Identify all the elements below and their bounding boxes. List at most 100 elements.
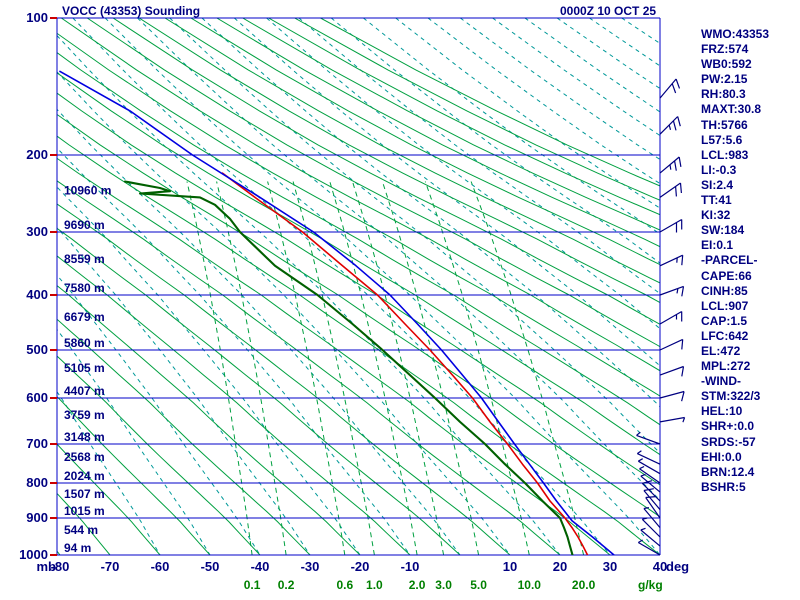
temp-tick-label: -30 [301, 559, 320, 574]
pressure-tick-label: 800 [26, 475, 48, 490]
wind-barb [638, 539, 661, 556]
index-line-15: -PARCEL- [701, 253, 758, 268]
wind-barb [659, 182, 682, 198]
pressure-tick-label: 300 [26, 224, 48, 239]
height-label: 4407 m [64, 384, 105, 398]
temp-tick-label: -10 [401, 559, 420, 574]
height-label: 1507 m [64, 487, 105, 501]
height-labels: 10960 m 9690 m 8559 m 7580 m 6679 m 5860 m 510… [64, 183, 111, 555]
index-line-0: WMO:43353 [701, 27, 770, 41]
chart-title: VOCC (43353) Sounding [62, 4, 201, 18]
wind-barb [659, 254, 684, 267]
pressure-tick-label: 400 [26, 287, 48, 302]
height-label: 3759 m [64, 408, 105, 422]
wind-barb [645, 496, 661, 519]
wind-barb [659, 78, 681, 99]
wind-barb [643, 507, 661, 528]
index-line-28: EHI:0.0 [701, 449, 742, 464]
index-line-24: STM:322/3 [701, 389, 761, 404]
pressure-tick-label: 1000 [19, 547, 48, 562]
mixing-unit-label: g/kg [638, 578, 663, 592]
height-label: 3148 m [64, 430, 105, 444]
height-label: 9690 m [64, 218, 105, 232]
index-line-10: SI:2.4 [701, 177, 734, 192]
temp-unit-label: deg [666, 559, 689, 574]
index-line-8: LCL:983 [701, 147, 749, 162]
pressure-red-ticks [50, 17, 57, 556]
wind-barb [636, 431, 661, 445]
pressure-tick-label: 500 [26, 342, 48, 357]
height-label: 7580 m [64, 281, 105, 295]
temperature-trace [221, 172, 589, 555]
index-line-5: MAXT:30.8 [701, 102, 762, 117]
height-label: 5105 m [64, 361, 105, 375]
index-line-9: LI:-0.3 [701, 162, 737, 177]
temp-tick-label: -50 [201, 559, 220, 574]
temp-tick-label: -60 [151, 559, 170, 574]
index-line-14: EI:0.1 [701, 238, 734, 253]
index-line-18: LCL:907 [701, 298, 749, 313]
index-line-23: -WIND- [701, 374, 741, 389]
temp-tick-label: -70 [101, 559, 120, 574]
index-line-16: CAPE:66 [701, 268, 752, 283]
pressure-grid [56, 17, 661, 556]
mixing-ratio-label: 0.2 [278, 578, 295, 592]
index-line-17: CINH:85 [701, 283, 748, 298]
index-line-22: MPL:272 [701, 359, 751, 374]
wind-barb [641, 517, 661, 538]
index-line-13: SW:184 [701, 223, 745, 238]
wind-barb [659, 116, 681, 135]
height-label: 544 m [64, 523, 98, 537]
mixing-ratio-label: 0.1 [244, 578, 261, 592]
index-line-19: CAP:1.5 [701, 313, 748, 328]
temp-tick-label: 20 [553, 559, 567, 574]
wind-barb [659, 310, 683, 325]
index-line-3: PW:2.15 [701, 72, 748, 87]
dewpoint-trace [123, 180, 574, 555]
parcel-trace [59, 70, 615, 555]
wind-barb [659, 218, 683, 233]
mixing-ratio-labels: 0.1 0.2 0.6 1.0 2.0 3.0 5.0 10.0 20.0 g/kg [244, 578, 663, 592]
mixing-ratio-label: 2.0 [409, 578, 426, 592]
wind-barb [659, 365, 685, 377]
dry-adiabat-lines [57, 18, 660, 555]
index-line-4: RH:80.3 [701, 87, 746, 102]
temp-tick-label: -80 [51, 559, 70, 574]
index-line-26: SHR+:0.0 [701, 419, 755, 434]
pressure-tick-label: 700 [26, 436, 48, 451]
index-line-27: SRDS:-57 [701, 434, 756, 449]
index-line-6: TH:5766 [701, 117, 748, 132]
mixing-ratio-label: 10.0 [518, 578, 542, 592]
temp-tick-label: 10 [503, 559, 517, 574]
height-label: 2568 m [64, 450, 105, 464]
pressure-tick-label: 200 [26, 147, 48, 162]
mixing-ratio-label: 5.0 [470, 578, 487, 592]
wind-barb [659, 390, 685, 402]
temp-tick-label: -40 [251, 559, 270, 574]
wind-barb [639, 465, 661, 484]
pressure-tick-label: 100 [26, 10, 48, 25]
index-line-21: EL:472 [701, 343, 741, 358]
mixing-ratio-label: 3.0 [435, 578, 452, 592]
wind-barb [659, 285, 685, 297]
mixing-ratio-label: 20.0 [572, 578, 596, 592]
pressure-unit-label: mb [37, 559, 57, 574]
temp-tick-label: 40 [653, 559, 667, 574]
chart-datetime: 0000Z 10 OCT 25 [560, 4, 657, 18]
wind-barb [638, 458, 661, 475]
height-label: 2024 m [64, 469, 105, 483]
mixing-ratio-label: 1.0 [366, 578, 383, 592]
height-label: 5860 m [64, 336, 105, 350]
index-line-7: L57:5.6 [701, 132, 743, 147]
index-line-1: FRZ:574 [701, 42, 749, 57]
index-line-11: TT:41 [701, 193, 732, 208]
index-line-20: LFC:642 [701, 328, 749, 343]
pressure-tick-label: 600 [26, 390, 48, 405]
wind-barb [640, 473, 661, 493]
wind-barb [640, 527, 661, 547]
indices-panel: WMO:43353 FRZ:574 WB0:592 PW:2.15 RH:80.3 MAX… [701, 27, 799, 495]
wind-barb [659, 338, 684, 351]
index-line-30: BSHR:5 [701, 479, 746, 494]
